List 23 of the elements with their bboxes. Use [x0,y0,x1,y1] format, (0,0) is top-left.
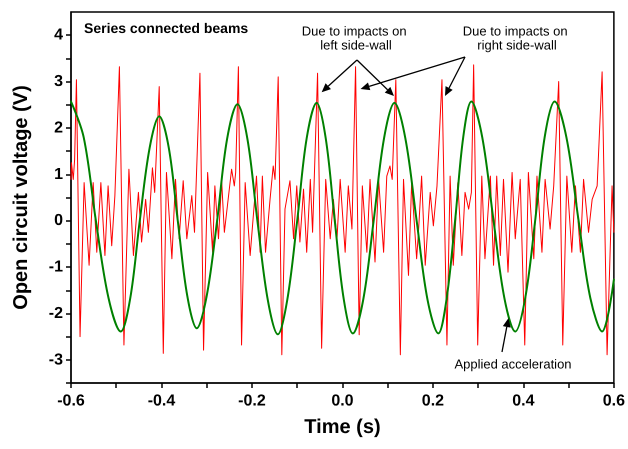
line-series [70,100,615,336]
x-tick-label: 0.0 [331,392,354,410]
x-tick-label: 0.2 [422,392,444,410]
y-tick-label: 1 [54,166,64,183]
y-tick-label: 4 [54,26,64,44]
line-series [70,64,614,356]
text: Series connected beams [84,20,248,36]
y-tick-label: -2 [48,304,64,322]
x-tick-label: 0.6 [602,392,626,410]
x-tick-label: -0.6 [57,392,85,410]
x-tick-label: -0.2 [238,392,266,410]
y-axis-title: Open circuit voltage (V) [10,85,32,310]
x-tick-label: -0.4 [148,392,176,410]
y-tick-label: -1 [48,258,64,276]
annotation: Due to impacts on right side-wall [462,24,572,52]
y-tick-label: 0 [54,212,64,230]
annotation: Due to impacts on left side-wall [302,24,410,52]
y-tick-label: 3 [54,73,64,90]
x-axis-title: Time (s) [304,416,381,438]
y-tick-label: -3 [48,351,64,368]
y-tick-label: 2 [54,119,64,136]
annotation: Applied acceleration [454,356,572,372]
x-tick-label: 0.4 [512,392,535,410]
